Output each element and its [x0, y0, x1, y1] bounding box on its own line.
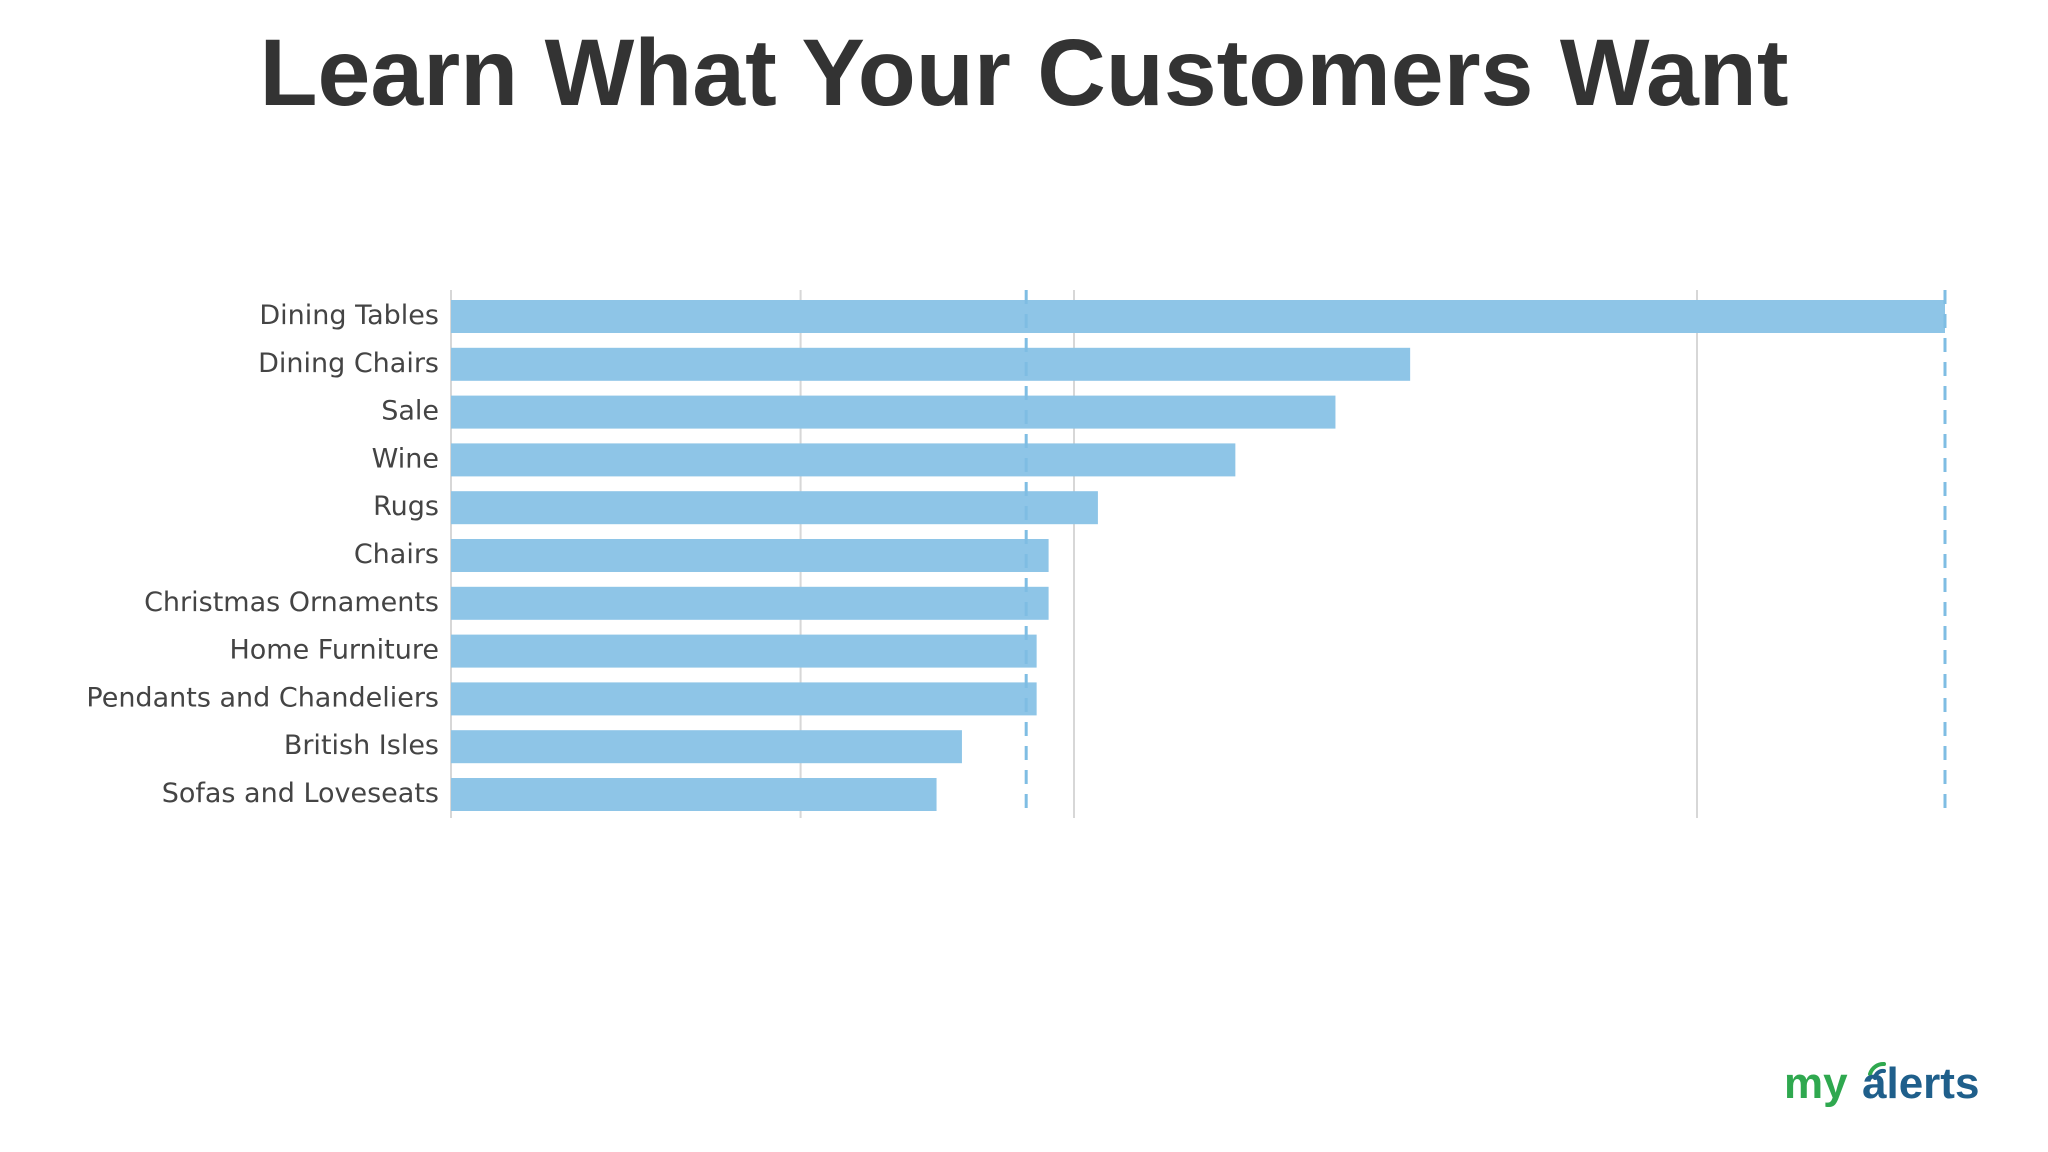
- page-title: Learn What Your Customers Want: [259, 20, 1789, 126]
- category-label: British Isles: [284, 730, 439, 761]
- signal-icon: [1868, 1062, 1886, 1080]
- bar: [451, 730, 962, 764]
- category-label: Christmas Ornaments: [144, 587, 439, 618]
- category-label: Home Furniture: [229, 635, 439, 666]
- bar: [451, 586, 1049, 620]
- logo-my-text: my: [1784, 1059, 1848, 1108]
- logo-alerts-text: alerts: [1862, 1059, 1979, 1108]
- category-label: Pendants and Chandeliers: [86, 682, 439, 713]
- bar: [451, 491, 1098, 525]
- category-label: Dining Chairs: [258, 348, 439, 379]
- category-label: Sale: [381, 396, 439, 427]
- bar: [451, 539, 1049, 572]
- category-label: Sofas and Loveseats: [162, 778, 439, 809]
- bar: [451, 395, 1336, 429]
- bar: [451, 634, 1037, 668]
- category-label: Rugs: [373, 491, 439, 522]
- bar: [451, 778, 937, 811]
- myalerts-logo: my alerts: [1784, 1059, 1979, 1108]
- category-labels: Dining Tables Dining Chairs Sale Wine Rugs Ch…: [86, 300, 439, 809]
- bar: [451, 682, 1037, 716]
- bar: [451, 443, 1236, 477]
- category-label: Dining Tables: [259, 300, 439, 331]
- bar: [451, 300, 1945, 333]
- bars: [451, 300, 1945, 811]
- category-label: Chairs: [354, 539, 439, 570]
- category-label: Wine: [372, 443, 439, 474]
- reference-lines: [1024, 290, 1947, 818]
- bar: [451, 347, 1411, 381]
